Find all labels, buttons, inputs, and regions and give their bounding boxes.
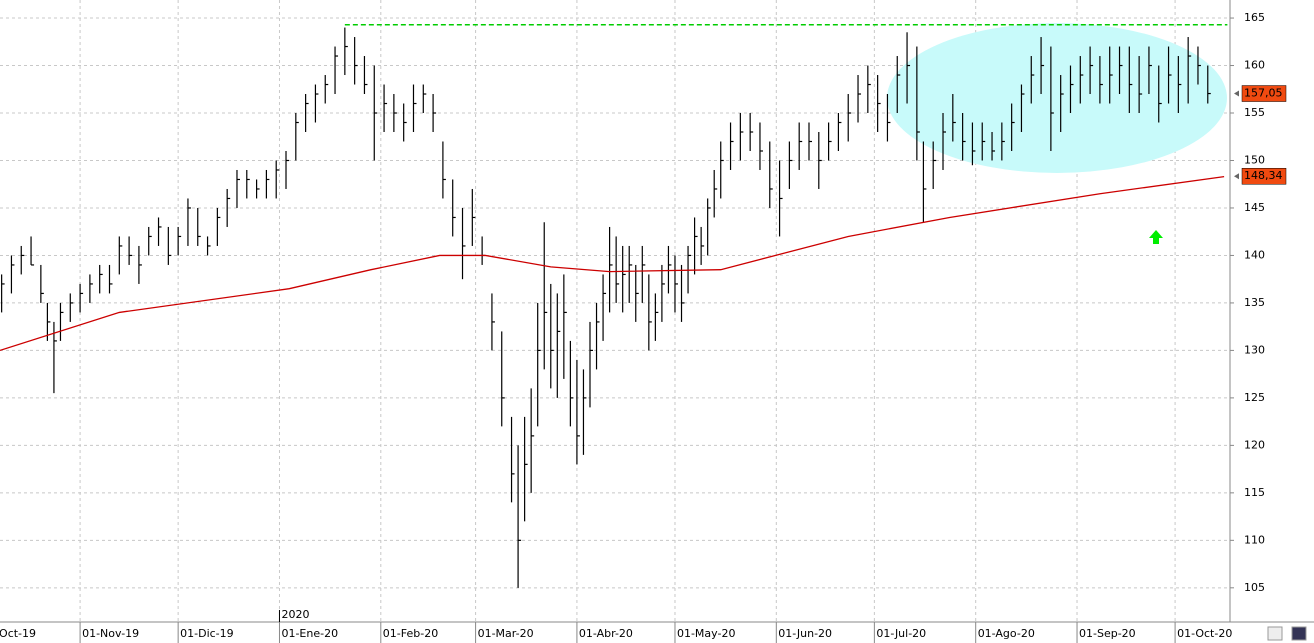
x-tick-label: 01-May-20 [677,627,735,640]
year-label: 2020 [281,608,309,621]
last-value-box [1241,167,1287,185]
x-tick-label: 01-Ago-20 [978,627,1035,640]
x-tick-label: 01-Mar-20 [478,627,534,640]
y-tick-label: 145 [1244,201,1265,214]
x-tick-label: 01-Jul-20 [876,627,926,640]
y-tick-label: 120 [1244,438,1265,451]
x-tick-label: 01-Feb-20 [383,627,438,640]
y-tick-label: 150 [1244,153,1265,166]
tool-icon[interactable] [1267,626,1283,641]
x-tick-label: 01-Ene-20 [281,627,338,640]
plot [0,23,1228,588]
last-value-box [1241,85,1287,102]
grid [0,0,1230,622]
last-value-label: 148,34 [1244,169,1283,182]
up-arrow [1149,230,1163,244]
save-icon[interactable] [1291,626,1307,641]
x-tick-label: 01-Dic-19 [180,627,234,640]
y-tick-label: 125 [1244,391,1265,404]
last-value-label: 157,05 [1244,87,1283,100]
y-tick-label: 135 [1244,296,1265,309]
y-tick-label: 160 [1244,59,1265,72]
axes: 105 110 115 120 125 130 135 140 145 150 155 160 165 0… [0,11,1287,643]
y-tick-label: 105 [1244,581,1265,594]
last-value-pointer [1234,90,1239,97]
last-value-pointer [1234,173,1239,180]
x-tick-label: 01-Sep-20 [1079,627,1136,640]
x-tick-label: 01-Abr-20 [579,627,633,640]
y-tick-label: 165 [1244,11,1265,24]
y-tick-label: 115 [1244,486,1265,499]
y-tick-label: 140 [1244,248,1265,261]
moving-average [0,175,1225,352]
y-tick-label: 130 [1244,343,1265,356]
x-tick-label: 01-Oct-19 [0,627,36,640]
highlight-ellipse [887,23,1227,173]
y-tick-label: 110 [1244,533,1265,546]
x-tick-label: 01-Jun-20 [778,627,832,640]
y-tick-label: 155 [1244,106,1265,119]
x-tick-label: 01-Oct-20 [1177,627,1232,640]
x-tick-label: 01-Nov-19 [82,627,139,640]
